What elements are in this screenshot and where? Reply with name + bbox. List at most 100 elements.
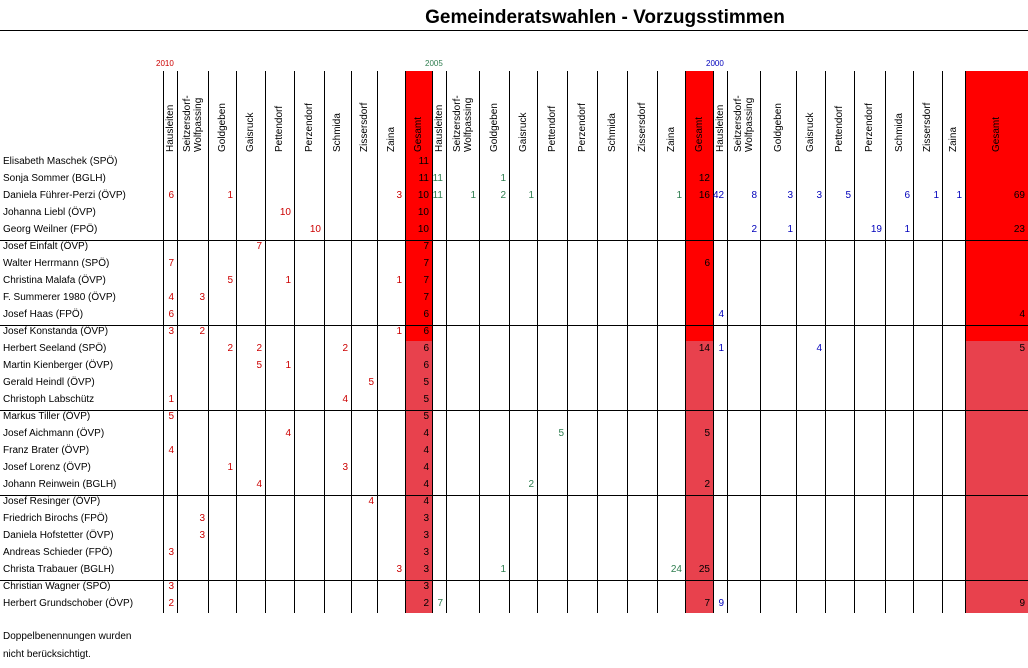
column-header: Zissersdorf [637,102,648,152]
total-cell: 10 [417,207,429,218]
total-cell: 5 [423,377,429,388]
vote-cell: 1 [227,190,233,201]
vote-cell: 6 [168,309,174,320]
total-cell: 4 [423,445,429,456]
total-cell: 23 [1013,224,1025,235]
column-header: Pettendorf [834,105,845,152]
total-cell: 11 [418,156,429,167]
vote-cell: 1 [396,326,402,337]
vote-cell: 3 [199,530,205,541]
vote-cell: 1 [227,462,233,473]
vote-cell: 1 [285,360,291,371]
column-header: Gaisruck [518,112,529,152]
vote-cell: 1 [168,394,174,405]
vote-cell: 11 [432,190,443,201]
candidate-name: Christa Trabauer (BGLH) [3,564,115,575]
total-cell: 25 [698,564,710,575]
column-gridline [567,71,568,613]
column-header: Perzendorf [577,103,588,152]
column-header: Gesamt [991,116,1002,152]
column-header: Schmida [332,113,343,152]
total-cell: 5 [704,428,710,439]
vote-cell: 10 [279,207,291,218]
column-gridline [713,71,714,613]
column-gridline [657,71,658,613]
vote-cell: 4 [342,394,348,405]
total-cell: 4 [423,496,429,507]
vote-cell: 2 [227,343,233,354]
total-cell: 5 [423,411,429,422]
column-header: Seitzersdorf- Wolfpassing [733,95,755,152]
column-header: Schmida [607,113,618,152]
candidate-name: Christina Malafa (ÖVP) [3,275,106,286]
column-header: Zissersdorf [359,102,370,152]
vote-cell: 3 [199,292,205,303]
vote-cell: 9 [718,598,724,609]
candidate-name: Friedrich Birochs (FPÖ) [3,513,109,524]
column-gridline [294,71,295,613]
column-header: Zaina [386,126,397,152]
column-gridline [796,71,797,613]
column-header: Hausleiten [715,104,726,152]
vote-cell: 2 [500,190,506,201]
column-gridline [163,71,164,613]
column-header: Zissersdorf [922,102,933,152]
vote-cell: 1 [396,275,402,286]
vote-cell: 3 [816,190,822,201]
column-header: Schmida [894,113,905,152]
vote-cell: 3 [168,581,174,592]
total-cell: 3 [423,564,429,575]
candidate-name: Christoph Labschütz [3,394,95,405]
vote-cell: 19 [870,224,882,235]
vote-cell: 7 [437,598,443,609]
total-cell: 4 [423,462,429,473]
vote-cell: 3 [396,190,402,201]
column-gridline [208,71,209,613]
column-header: Gaisruck [805,112,816,152]
total-cell: 7 [423,258,429,269]
vote-cell: 10 [309,224,321,235]
candidate-name: Franz Brater (ÖVP) [3,445,90,456]
vote-cell: 1 [718,343,724,354]
vote-cell: 7 [168,258,174,269]
candidate-name: Daniela Führer-Perzi (ÖVP) [3,190,126,201]
group-separator [0,325,1028,326]
candidate-name: Josef Haas (FPÖ) [3,309,84,320]
vote-cell: 4 [168,445,174,456]
year-label-2010: 2010 [156,59,174,68]
column-gridline [965,71,966,613]
vote-cell: 1 [676,190,682,201]
total-column-fill-top [405,71,432,341]
vote-cell: 24 [670,564,682,575]
footnote-line-1: Doppelbenennungen wurden [3,631,132,642]
column-gridline [685,71,686,613]
total-cell: 4 [423,479,429,490]
vote-cell: 5 [227,275,233,286]
column-gridline [597,71,598,613]
candidate-name: Christian Wagner (SPÖ) [3,581,111,592]
column-gridline [446,71,447,613]
vote-cell: 4 [285,428,291,439]
candidate-name: Andreas Schieder (FPÖ) [3,547,113,558]
column-header: Gesamt [413,116,424,152]
vote-cell: 1 [500,173,506,184]
total-column-fill-bottom [405,341,432,613]
total-cell: 10 [417,224,429,235]
total-cell: 2 [423,598,429,609]
vote-cell: 3 [396,564,402,575]
vote-cell: 6 [168,190,174,201]
vote-cell: 5 [558,428,564,439]
total-cell: 6 [423,326,429,337]
vote-cell: 2 [751,224,757,235]
column-header: Gaisruck [245,112,256,152]
candidate-name: Josef Konstanda (ÖVP) [3,326,109,337]
column-gridline [405,71,406,613]
vote-cell: 1 [904,224,910,235]
column-gridline [236,71,237,613]
vote-cell: 2 [342,343,348,354]
column-header: Goldgeben [489,103,500,152]
footnote-line-2: nicht berücksichtigt. [3,649,91,660]
total-column-fill-bottom [965,341,1028,613]
candidate-name: Sonja Sommer (BGLH) [3,173,106,184]
